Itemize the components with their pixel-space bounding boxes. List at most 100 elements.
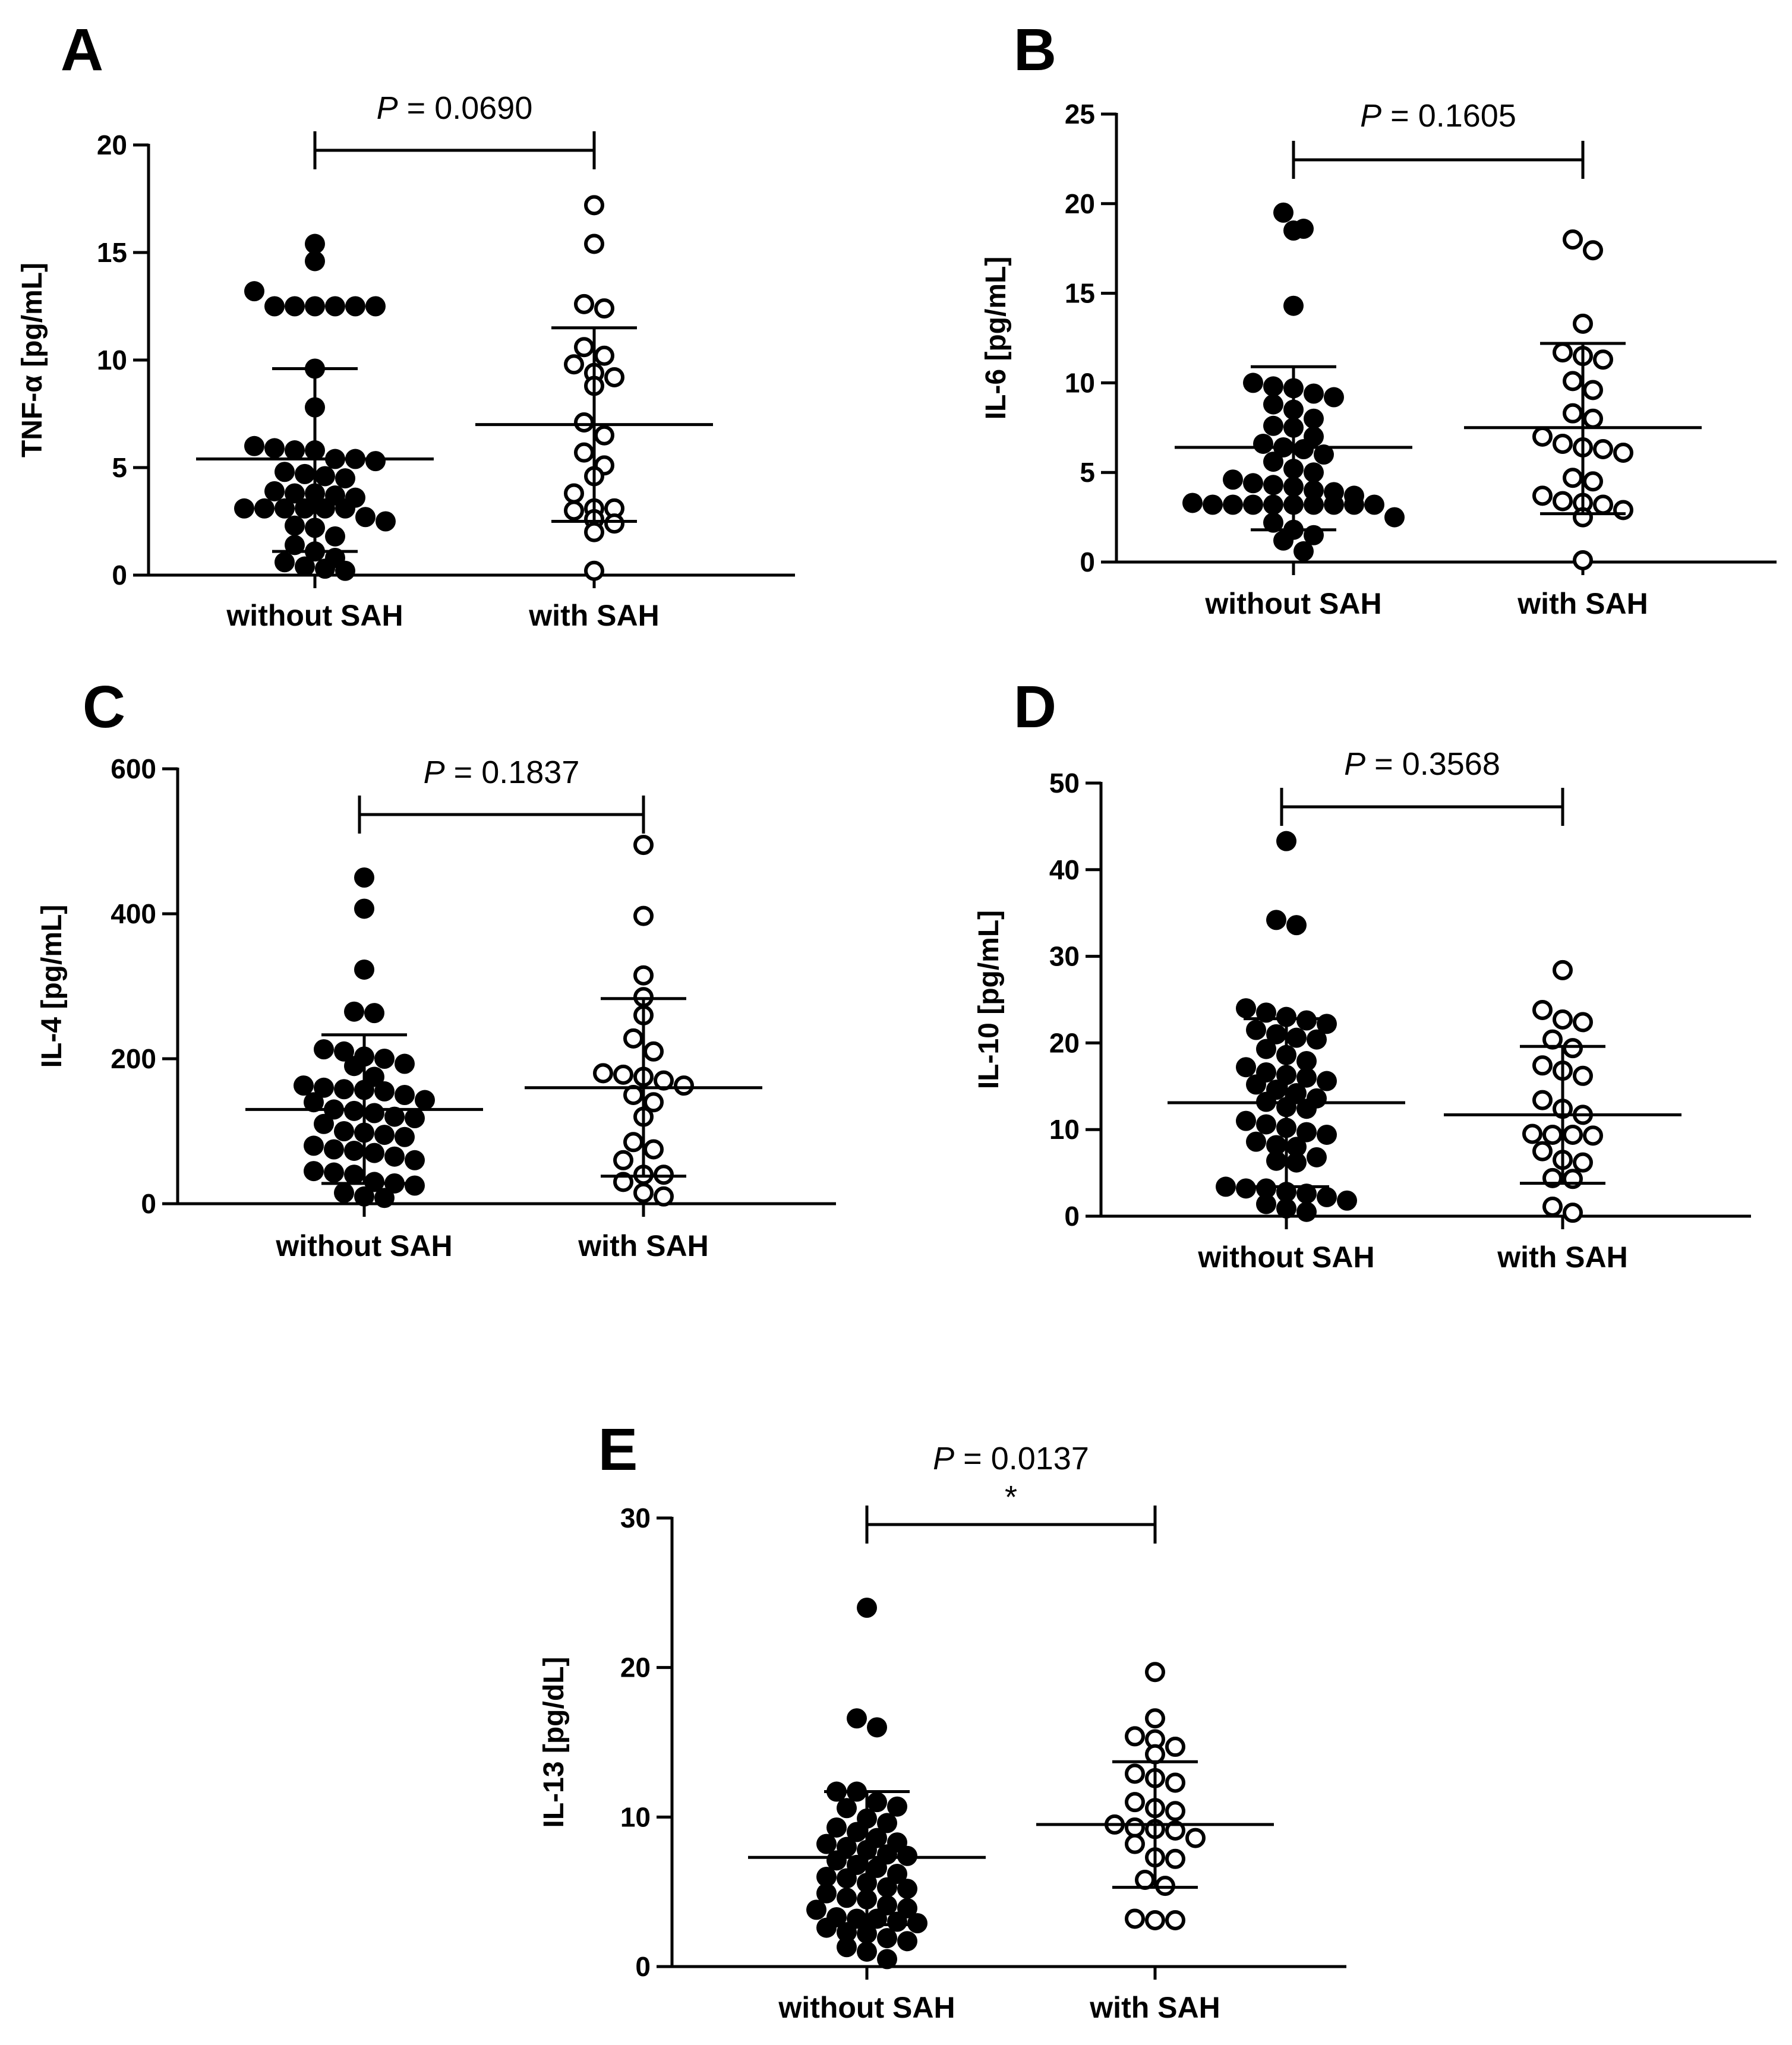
- data-point: [1246, 1074, 1266, 1095]
- y-tick-label: 0: [112, 560, 127, 591]
- y-tick-label: 0: [1064, 1201, 1080, 1232]
- data-point: [1125, 1908, 1145, 1929]
- y-axis-label: IL-6 [pg/mL]: [980, 257, 1012, 420]
- data-point: [315, 558, 335, 579]
- data-point: [1125, 1792, 1145, 1813]
- data-point: [1223, 469, 1243, 490]
- p-value-number: = 0.3568: [1365, 746, 1500, 782]
- data-point: [633, 1182, 654, 1203]
- data-point: [847, 1822, 867, 1842]
- data-point: [1553, 1009, 1573, 1030]
- data-point: [324, 1139, 344, 1160]
- x-category-label: with SAH: [1089, 1991, 1220, 2024]
- data-point: [354, 898, 374, 919]
- data-point: [1532, 485, 1553, 506]
- data-point: [1243, 494, 1263, 515]
- data-point: [1613, 500, 1633, 520]
- data-point: [365, 296, 386, 317]
- data-point: [1532, 1055, 1553, 1076]
- data-point: [334, 1079, 354, 1100]
- data-point: [1263, 394, 1283, 415]
- data-point: [365, 451, 386, 472]
- data-point: [1307, 1029, 1327, 1050]
- data-point: [643, 1092, 664, 1113]
- data-point: [1276, 1198, 1296, 1219]
- data-point: [234, 498, 254, 519]
- y-tick-label: 30: [620, 1503, 651, 1533]
- data-point: [1256, 1114, 1276, 1135]
- data-point: [1155, 1876, 1175, 1896]
- data-point: [1583, 240, 1603, 261]
- y-axis-label: IL-10 [pg/mL]: [973, 910, 1005, 1089]
- panel-letter: B: [1014, 17, 1056, 83]
- data-point: [887, 1796, 907, 1817]
- data-point: [1283, 295, 1304, 316]
- data-point: [305, 296, 325, 317]
- y-tick-label: 10: [1049, 1114, 1080, 1145]
- y-tick-label: 20: [1049, 1027, 1080, 1058]
- x-category-label: with SAH: [578, 1229, 708, 1263]
- data-point: [1296, 1122, 1317, 1143]
- data-point: [1145, 1910, 1165, 1930]
- data-point: [633, 905, 654, 926]
- panel-letter: D: [1014, 674, 1056, 740]
- data-point: [1296, 1010, 1317, 1031]
- data-point: [1263, 415, 1283, 436]
- data-point: [1542, 1196, 1563, 1217]
- p-value-number: = 0.1605: [1381, 98, 1516, 134]
- data-point: [887, 1911, 907, 1932]
- data-point: [643, 1041, 664, 1062]
- data-point: [613, 1150, 633, 1170]
- data-point: [1273, 202, 1293, 223]
- x-category-label: without SAH: [1197, 1241, 1374, 1274]
- y-tick-label: 20: [620, 1652, 651, 1683]
- data-point: [374, 1081, 395, 1102]
- panel-letter: E: [598, 1416, 638, 1483]
- data-point: [335, 498, 355, 519]
- data-point: [604, 367, 624, 387]
- series-with-sah: [1464, 229, 1702, 570]
- x-category-label: without SAH: [275, 1229, 452, 1263]
- significance-star: *: [1005, 1479, 1017, 1515]
- data-point: [285, 515, 305, 536]
- data-point: [285, 440, 305, 461]
- data-point: [1542, 1124, 1563, 1145]
- data-point: [1276, 1006, 1296, 1027]
- x-category-label: with SAH: [528, 599, 659, 632]
- data-point: [584, 560, 604, 581]
- data-point: [315, 466, 335, 487]
- data-point: [304, 1092, 324, 1113]
- y-tick-label: 400: [111, 898, 156, 929]
- data-point: [826, 1850, 847, 1871]
- x-category-label: without SAH: [226, 599, 403, 632]
- series-without-sah: [245, 867, 483, 1208]
- data-point: [374, 1049, 395, 1069]
- data-point: [867, 1717, 887, 1738]
- y-tick-label: 15: [1065, 278, 1095, 309]
- data-point: [1304, 383, 1324, 404]
- data-point: [574, 442, 594, 463]
- data-point: [816, 1833, 837, 1854]
- data-point: [837, 1937, 857, 1958]
- data-point: [877, 1949, 897, 1970]
- data-point: [1317, 1071, 1337, 1091]
- data-point: [1243, 473, 1263, 494]
- data-point: [1583, 408, 1603, 429]
- data-point: [254, 498, 275, 519]
- data-point: [1165, 1772, 1185, 1793]
- data-point: [285, 483, 305, 504]
- data-point: [574, 412, 594, 433]
- data-point: [335, 560, 355, 581]
- data-point: [264, 438, 285, 459]
- data-point: [847, 1708, 867, 1729]
- data-point: [1216, 1176, 1236, 1197]
- data-point: [1203, 494, 1223, 515]
- chart-panel-d: D 0 10 20 30 40 50 IL-10 [pg/mL] without SAH with…: [973, 674, 1751, 1274]
- data-point: [877, 1877, 897, 1898]
- data-point: [1317, 1124, 1337, 1145]
- data-point: [395, 1085, 415, 1105]
- panel-letter: C: [83, 674, 125, 740]
- data-point: [1293, 438, 1314, 459]
- data-point: [593, 1063, 613, 1084]
